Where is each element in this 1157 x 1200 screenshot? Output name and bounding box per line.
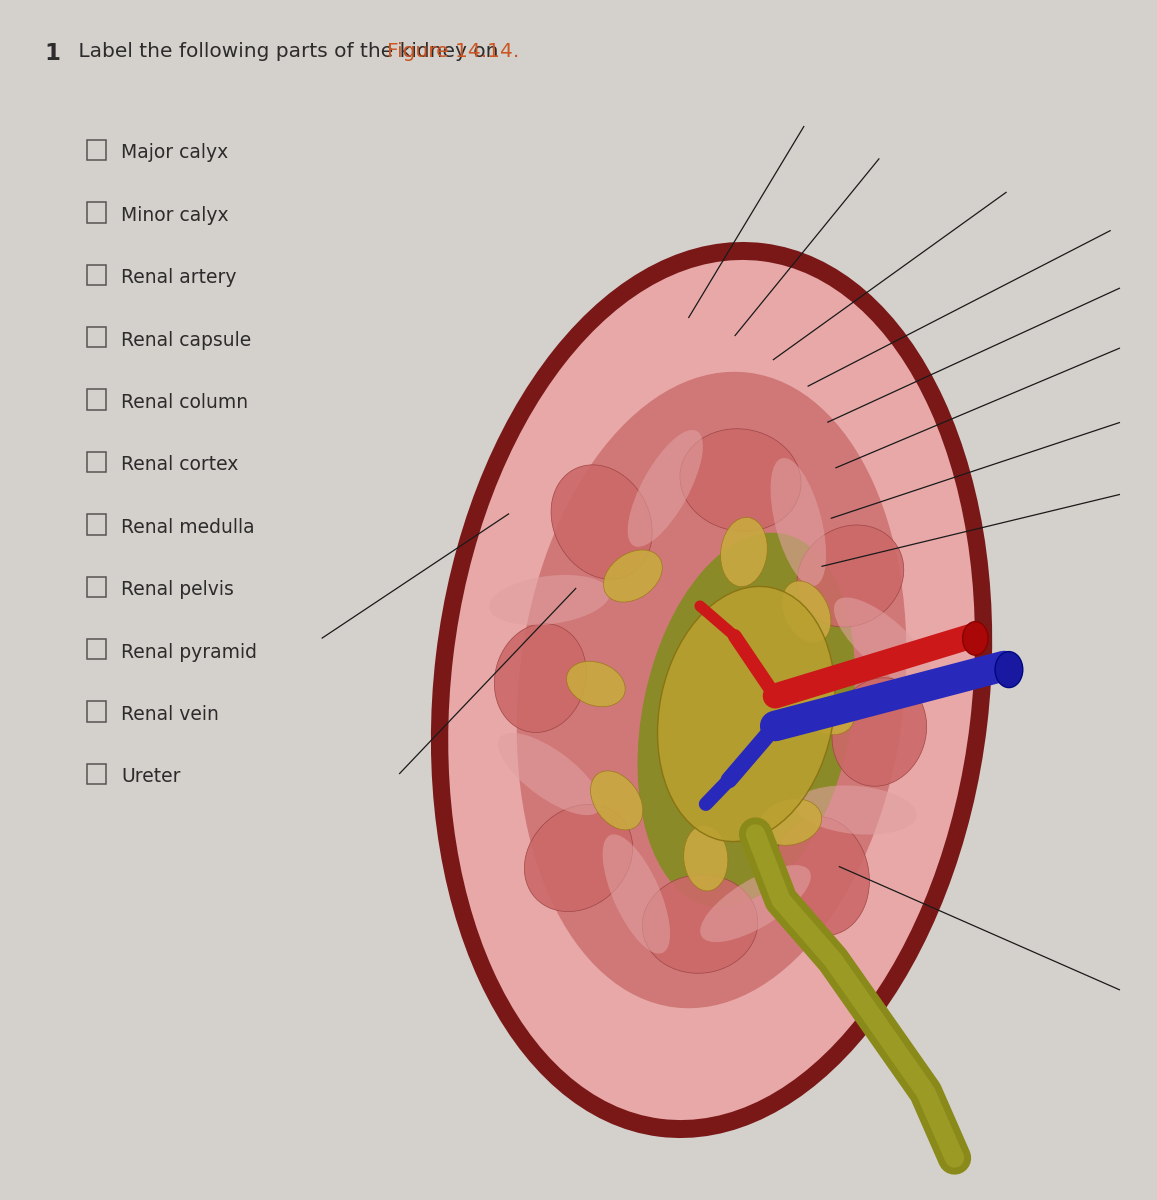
Text: Renal cortex: Renal cortex (121, 456, 238, 474)
Ellipse shape (603, 834, 670, 954)
Text: Renal capsule: Renal capsule (121, 331, 252, 349)
Ellipse shape (627, 430, 703, 547)
Ellipse shape (832, 678, 927, 786)
Ellipse shape (782, 581, 831, 643)
Ellipse shape (995, 652, 1023, 688)
Ellipse shape (796, 689, 854, 734)
Ellipse shape (771, 458, 826, 586)
Ellipse shape (684, 826, 728, 890)
Ellipse shape (590, 770, 643, 830)
Text: Renal medulla: Renal medulla (121, 518, 255, 536)
Ellipse shape (680, 428, 801, 532)
Ellipse shape (430, 242, 993, 1138)
Ellipse shape (551, 464, 653, 580)
Text: Ureter: Ureter (121, 768, 180, 786)
Ellipse shape (567, 661, 625, 707)
Text: Renal artery: Renal artery (121, 269, 237, 287)
Ellipse shape (774, 816, 869, 936)
Ellipse shape (834, 598, 931, 686)
Ellipse shape (604, 550, 662, 602)
Ellipse shape (700, 865, 811, 942)
Text: Renal pyramid: Renal pyramid (121, 643, 258, 661)
Ellipse shape (759, 799, 821, 845)
Text: Renal vein: Renal vein (121, 704, 220, 724)
Ellipse shape (963, 622, 988, 655)
Ellipse shape (489, 575, 610, 625)
Text: Minor calyx: Minor calyx (121, 206, 229, 224)
Ellipse shape (494, 624, 587, 732)
Ellipse shape (797, 524, 904, 628)
Ellipse shape (642, 875, 758, 973)
Ellipse shape (517, 372, 906, 1008)
Ellipse shape (796, 786, 916, 834)
Text: Major calyx: Major calyx (121, 144, 229, 162)
Ellipse shape (498, 733, 602, 815)
Text: 1: 1 (44, 42, 60, 65)
Ellipse shape (524, 804, 633, 912)
Ellipse shape (638, 533, 855, 907)
Text: Label the following parts of the kidney on: Label the following parts of the kidney … (72, 42, 504, 61)
Text: Renal column: Renal column (121, 392, 249, 412)
Ellipse shape (657, 587, 835, 841)
Text: Renal pelvis: Renal pelvis (121, 581, 235, 599)
Ellipse shape (448, 260, 975, 1120)
Text: Figure 14.14.: Figure 14.14. (388, 42, 519, 61)
Ellipse shape (721, 517, 767, 587)
